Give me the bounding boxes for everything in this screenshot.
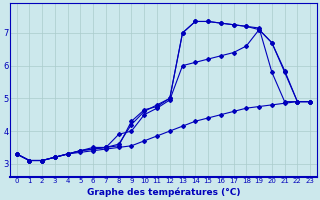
X-axis label: Graphe des températures (°C): Graphe des températures (°C) (87, 187, 240, 197)
